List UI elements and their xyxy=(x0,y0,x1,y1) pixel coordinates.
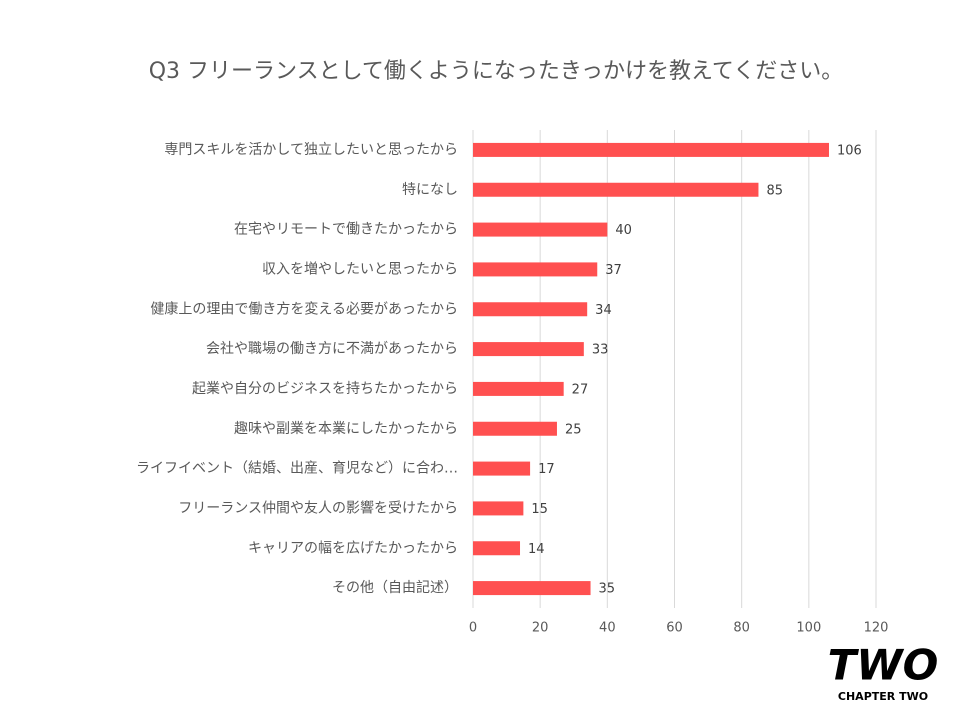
bar xyxy=(473,342,584,357)
bar xyxy=(473,302,588,317)
value-label: 25 xyxy=(565,422,582,437)
x-tick-label: 120 xyxy=(864,621,889,636)
bar xyxy=(473,142,829,157)
value-label: 34 xyxy=(595,303,612,318)
value-label: 14 xyxy=(528,542,545,557)
y-tick-label: その他（自由記述） xyxy=(332,579,458,596)
y-tick-label: 起業や自分のビジネスを持ちたかったから xyxy=(192,381,458,397)
value-label: 15 xyxy=(531,502,548,517)
bar xyxy=(473,501,524,516)
logo-mark: TWO xyxy=(828,641,939,690)
bar xyxy=(473,421,557,436)
x-tick-label: 60 xyxy=(666,621,683,636)
y-tick-label: 在宅やリモートで働きたかったから xyxy=(234,222,458,238)
chart-title: Q3 フリーランスとして働くようになったきっかけを教えてください。 xyxy=(149,59,844,84)
y-tick-label: 健康上の理由で働き方を変える必要があったから xyxy=(150,300,458,317)
x-tick-label: 20 xyxy=(532,621,549,636)
bar xyxy=(473,262,598,277)
value-label: 85 xyxy=(766,183,783,198)
x-tick-label: 0 xyxy=(469,621,477,636)
value-label: 27 xyxy=(572,382,589,397)
bar xyxy=(473,541,521,556)
y-tick-label: 専門スキルを活かして独立したいと思ったから xyxy=(164,142,458,158)
bar xyxy=(473,381,564,396)
bar xyxy=(473,222,608,237)
grid: 0 20 40 60 80 100 120 xyxy=(469,130,889,636)
y-tick-label: フリーランス仲間や友人の影響を受けたから xyxy=(178,499,458,516)
value-label: 40 xyxy=(615,223,632,238)
logo-caption: CHAPTER TWO xyxy=(838,690,928,703)
x-tick-label: 40 xyxy=(599,621,616,636)
x-tick-label: 100 xyxy=(796,621,821,636)
y-tick-label: 収入を増やしたいと思ったから xyxy=(262,261,458,277)
bar xyxy=(473,581,591,596)
value-label: 106 xyxy=(837,143,862,158)
y-tick-label: 会社や職場の働き方に不満があったから xyxy=(206,341,458,357)
value-label: 35 xyxy=(599,582,616,597)
bar xyxy=(473,461,531,476)
value-label: 17 xyxy=(538,462,555,477)
y-tick-label: ライフイベント（結婚、出産、育児など）に合わ… xyxy=(136,461,458,477)
plot: 専門スキルを活かして独立したいと思ったから 106 特になし 85 在宅やリモートで働き… xyxy=(136,142,862,597)
bar xyxy=(473,182,759,197)
y-tick-label: キャリアの幅を広げたかったから xyxy=(248,540,458,556)
y-tick-label: 趣味や副業を本業にしたかったから xyxy=(234,421,458,437)
value-label: 37 xyxy=(605,263,622,278)
x-tick-label: 80 xyxy=(733,621,750,636)
value-label: 33 xyxy=(592,343,609,358)
y-tick-label: 特になし xyxy=(402,182,458,198)
